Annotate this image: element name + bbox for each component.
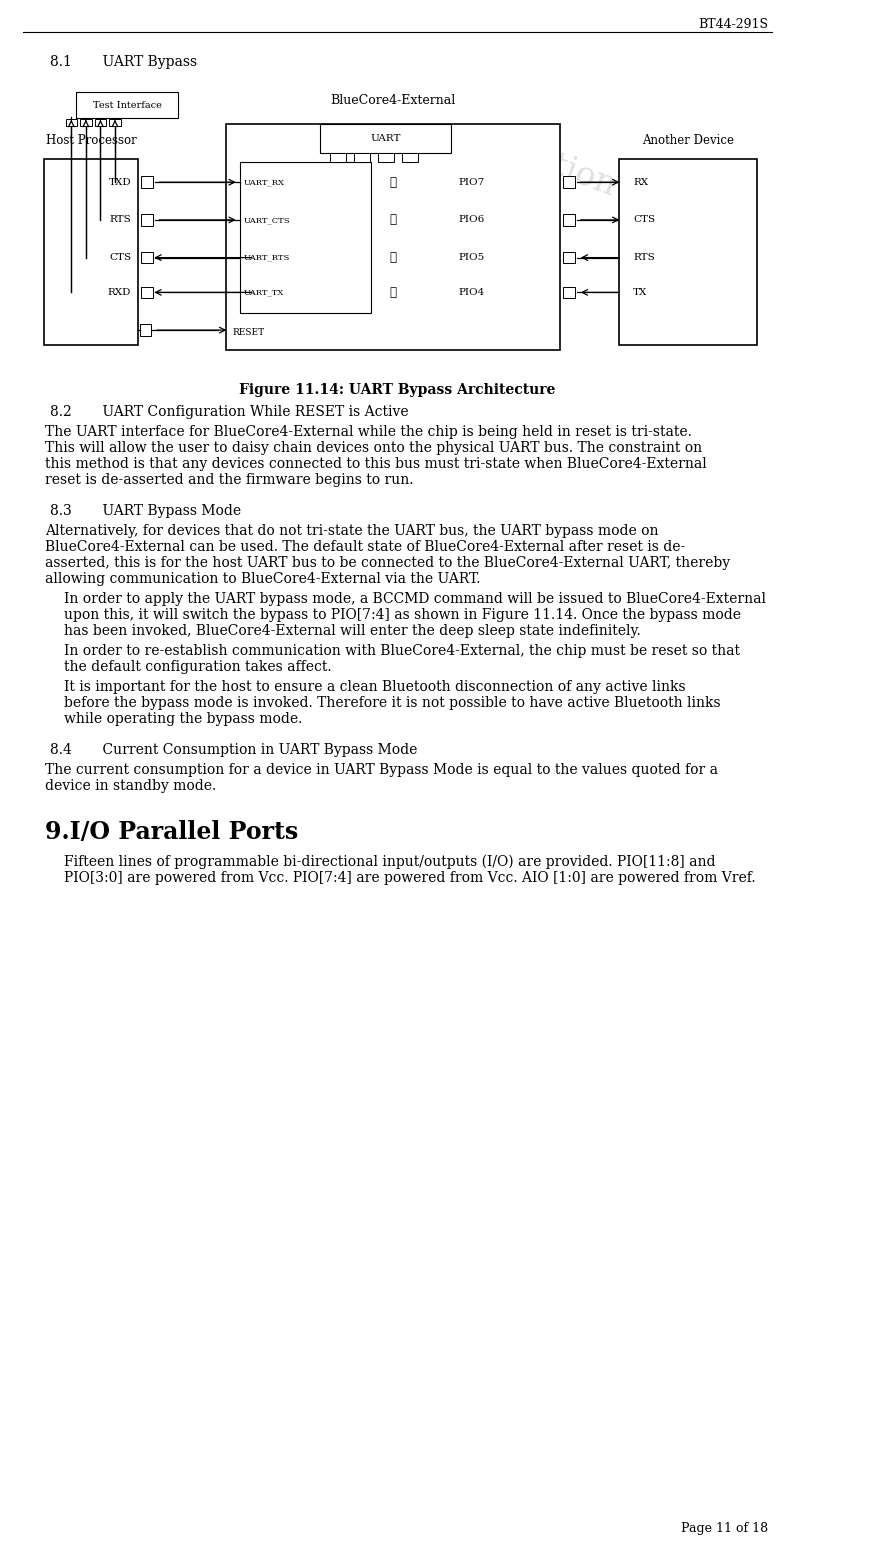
Text: It is important for the host to ensure a clean Bluetooth disconnection of any ac: It is important for the host to ensure a… (64, 679, 685, 693)
Text: while operating the bypass mode.: while operating the bypass mode. (64, 712, 302, 726)
Text: Figure 11.14: UART Bypass Architecture: Figure 11.14: UART Bypass Architecture (239, 383, 556, 397)
Text: has been invoked, BlueCore4-External will enter the deep sleep state indefinitel: has been invoked, BlueCore4-External wil… (64, 625, 641, 637)
Text: This will allow the user to daisy chain devices onto the physical UART bus. The : This will allow the user to daisy chain … (45, 441, 703, 455)
Text: In order to apply the UART bypass mode, a BCCMD command will be issued to BlueCo: In order to apply the UART bypass mode, … (64, 592, 766, 606)
Text: BT44-291S: BT44-291S (697, 19, 767, 31)
Text: 9.I/O Parallel Ports: 9.I/O Parallel Ports (45, 820, 299, 844)
Text: device in standby mode.: device in standby mode. (45, 779, 217, 793)
Text: 8.2       UART Configuration While RESET is Active: 8.2 UART Configuration While RESET is Ac… (50, 405, 409, 419)
Text: Fifteen lines of programmable bi-directional input/outputs (I/O) are provided. P: Fifteen lines of programmable bi-directi… (64, 855, 715, 869)
Text: The UART interface for BlueCore4-External while the chip is being held in reset : The UART interface for BlueCore4-Externa… (45, 425, 692, 439)
Text: 8.4       Current Consumption in UART Bypass Mode: 8.4 Current Consumption in UART Bypass M… (50, 743, 418, 757)
Text: Alternatively, for devices that do not tri-state the UART bus, the UART bypass m: Alternatively, for devices that do not t… (45, 523, 659, 538)
Text: asserted, this is for the host UART bus to be connected to the BlueCore4-Externa: asserted, this is for the host UART bus … (45, 556, 731, 570)
Text: In order to re-establish communication with BlueCore4-External, the chip must be: In order to re-establish communication w… (64, 643, 739, 657)
Text: 8.1       UART Bypass: 8.1 UART Bypass (50, 55, 198, 69)
Text: upon this, it will switch the bypass to PIO[7:4] as shown in Figure 11.14. Once : upon this, it will switch the bypass to … (64, 608, 740, 622)
Text: Page 11 of 18: Page 11 of 18 (681, 1522, 767, 1535)
Text: reset is de-asserted and the firmware begins to run.: reset is de-asserted and the firmware be… (45, 474, 414, 488)
Text: this method is that any devices connected to this bus must tri-state when BlueCo: this method is that any devices connecte… (45, 456, 707, 471)
Text: before the bypass mode is invoked. Therefore it is not possible to have active B: before the bypass mode is invoked. There… (64, 696, 720, 710)
Text: BlueCore4-External can be used. The default state of BlueCore4-External after re: BlueCore4-External can be used. The defa… (45, 541, 686, 555)
Text: the default configuration takes affect.: the default configuration takes affect. (64, 661, 331, 675)
Text: allowing communication to BlueCore4-External via the UART.: allowing communication to BlueCore4-Exte… (45, 572, 481, 586)
Text: PIO[3:0] are powered from Vcc. PIO[7:4] are powered from Vcc. AIO [1:0] are powe: PIO[3:0] are powered from Vcc. PIO[7:4] … (64, 871, 755, 885)
Text: The current consumption for a device in UART Bypass Mode is equal to the values : The current consumption for a device in … (45, 763, 718, 777)
Text: 8.3       UART Bypass Mode: 8.3 UART Bypass Mode (50, 503, 241, 517)
